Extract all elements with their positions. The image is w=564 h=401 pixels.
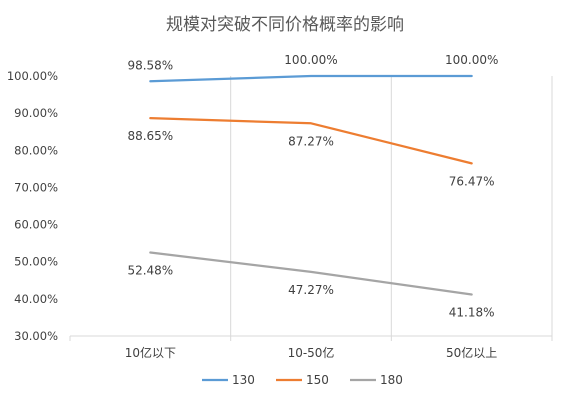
chart-title: 规模对突破不同价格概率的影响 (166, 15, 404, 35)
data-label-130: 100.00% (284, 53, 337, 67)
data-label-180: 52.48% (127, 264, 173, 278)
data-label-150: 87.27% (288, 134, 334, 148)
axis-layer: 30.00% 40.00% 50.00% 60.00% 70.00% 80.00% 90.0… (7, 69, 553, 360)
y-tick-label: 40.00% (14, 292, 58, 306)
legend: 130 150 180 (202, 373, 403, 387)
y-tick-label: 70.00% (14, 180, 58, 194)
data-label-130: 98.58% (127, 58, 173, 72)
y-tick-label: 80.00% (14, 143, 58, 157)
legend-label-150: 150 (306, 373, 329, 387)
y-tick-label: 50.00% (14, 255, 58, 269)
data-label-130: 100.00% (445, 53, 498, 67)
y-tick-label: 60.00% (14, 218, 58, 232)
x-tick-label: 10亿以下 (125, 345, 176, 360)
y-tick-label: 30.00% (14, 329, 58, 343)
x-tick-label: 50亿以上 (446, 345, 497, 360)
data-label-layer: 98.58% 100.00% 100.00% 88.65% 87.27% 76.47% 52… (127, 53, 498, 319)
x-tick-label: 10-50亿 (288, 345, 335, 360)
data-label-150: 88.65% (127, 129, 173, 143)
grid-layer (230, 76, 553, 336)
series-layer (149, 74, 473, 296)
legend-label-180: 180 (380, 373, 403, 387)
data-label-150: 76.47% (449, 174, 495, 188)
series-line-130 (149, 74, 473, 83)
data-label-180: 47.27% (288, 283, 334, 297)
data-label-180: 41.18% (449, 305, 495, 319)
y-tick-label: 100.00% (7, 69, 58, 83)
series-line-150 (149, 117, 473, 165)
series-line-180 (149, 251, 473, 296)
y-tick-label: 90.00% (14, 106, 58, 120)
legend-label-130: 130 (232, 373, 255, 387)
